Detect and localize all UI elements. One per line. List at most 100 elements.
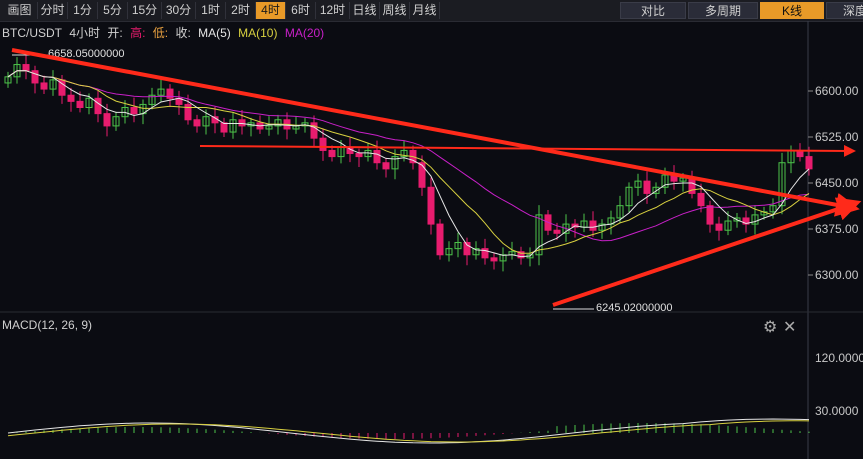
candle-body-61 [553,229,561,234]
price-tick-6375: 6375.00 [815,222,859,236]
period-tab-3[interactable]: 5分 [98,2,128,19]
candle-body-24 [220,122,228,133]
low-label: 低: [152,26,169,40]
candle-body-78 [706,205,714,225]
candle-body-33 [301,122,309,127]
candle-body-43 [391,156,399,170]
candle-body-8 [76,100,84,109]
candle-body-21 [193,119,201,127]
period-tab-2[interactable]: 1分 [68,2,98,19]
period-tab-9[interactable]: 6时 [286,2,316,19]
gear-icon[interactable]: ⚙ [763,319,778,336]
candle-body-25 [229,119,237,133]
candle-body-85 [769,205,777,213]
candle-body-30 [274,119,282,127]
period-label: 4小时 [69,26,101,40]
chart-legend: BTC/USDT 4小时 开: 高: 低: 收: MA(5) MA(10) MA… [2,24,328,41]
period-tab-10[interactable]: 12时 [316,2,350,19]
candle-body-86 [778,162,786,207]
candle-body-89 [805,156,813,170]
candle-body-83 [751,214,759,225]
candle-body-71 [643,180,651,194]
candle-body-48 [436,223,444,256]
candle-body-41 [373,149,381,164]
macd-tick-120: 120.0000 [815,351,863,365]
ma10-line [7,70,810,254]
close-icon[interactable]: ✕ [783,319,797,336]
candle-body-9 [85,97,93,109]
candle-body-0 [4,76,12,84]
low-annotation: 6245.02000000 [596,302,673,314]
macd-dif-line [7,418,810,444]
candle-body-29 [265,125,273,130]
candle-body-50 [454,242,462,250]
ma5-line [7,70,810,258]
period-tab-11[interactable]: 日线 [350,2,380,19]
down-trendline [11,48,860,217]
period-tab-8[interactable]: 4时 [256,2,286,19]
period-tab-12[interactable]: 周线 [380,2,410,19]
period-tab-1[interactable]: 分时 [38,2,68,19]
candle-body-11 [103,113,111,127]
candle-body-14 [130,107,138,115]
candle-body-62 [562,223,570,234]
candle-body-12 [112,116,120,127]
candle-body-72 [652,186,660,194]
candle-body-22 [202,116,210,127]
candle-body-55 [499,254,507,262]
candle-body-4 [40,82,48,90]
candle-body-20 [184,103,192,121]
period-tab-0[interactable]: 画图 [2,2,38,19]
candle-body-3 [31,70,39,84]
period-tab-5[interactable]: 30分 [162,2,196,19]
candle-body-59 [535,214,543,256]
candle-body-10 [94,97,102,115]
macd-tick-30: 30.0000 [815,404,859,418]
price-tick-6300: 6300.00 [815,268,859,282]
period-tab-13[interactable]: 月线 [410,2,440,19]
candle-body-66 [598,223,606,231]
candle-body-18 [166,88,174,99]
candle-body-42 [382,162,390,170]
candle-body-34 [310,122,318,139]
candle-body-36 [328,149,336,158]
price-tick-6450: 6450.00 [815,176,859,190]
candle-body-82 [742,217,750,225]
candle-body-73 [661,174,669,188]
period-tab-7[interactable]: 2时 [226,2,256,19]
period-tab-4[interactable]: 15分 [128,2,162,19]
open-label: 开: [107,26,123,40]
candle-body-53 [481,248,489,259]
candle-body-80 [724,220,732,231]
close-label: 收: [175,26,191,40]
ma10-label: MA(10) [238,26,278,40]
up-trendline [552,197,862,307]
macd-dea-line [7,420,810,443]
candle-body-81 [733,217,741,222]
macd-label: MACD(12, 26, 9) [2,318,93,332]
candle-body-26 [238,119,246,127]
view-tab-1[interactable]: 多周期 [688,2,758,19]
symbol-label: BTC/USDT [2,26,62,40]
candle-body-16 [148,94,156,105]
candle-body-5 [49,79,57,90]
candle-body-7 [67,94,75,102]
view-tab-3[interactable]: 深度图 [826,2,863,19]
candle-body-35 [319,137,327,151]
candle-body-49 [445,248,453,256]
candle-body-79 [715,223,723,231]
candle-body-2 [22,64,30,72]
candle-body-54 [490,257,498,262]
period-tab-6[interactable]: 1时 [196,2,226,19]
candle-body-51 [463,242,471,256]
candle-body-70 [634,180,642,188]
candle-body-52 [472,248,480,256]
candle-body-17 [157,88,165,96]
view-tab-2[interactable]: K线 [760,2,824,19]
ma20-label: MA(20) [284,26,325,40]
view-tab-0[interactable]: 对比 [620,2,686,19]
ma20-line [7,70,810,242]
high-annotation: 6658.05000000 [48,48,125,60]
candle-body-44 [400,149,408,158]
